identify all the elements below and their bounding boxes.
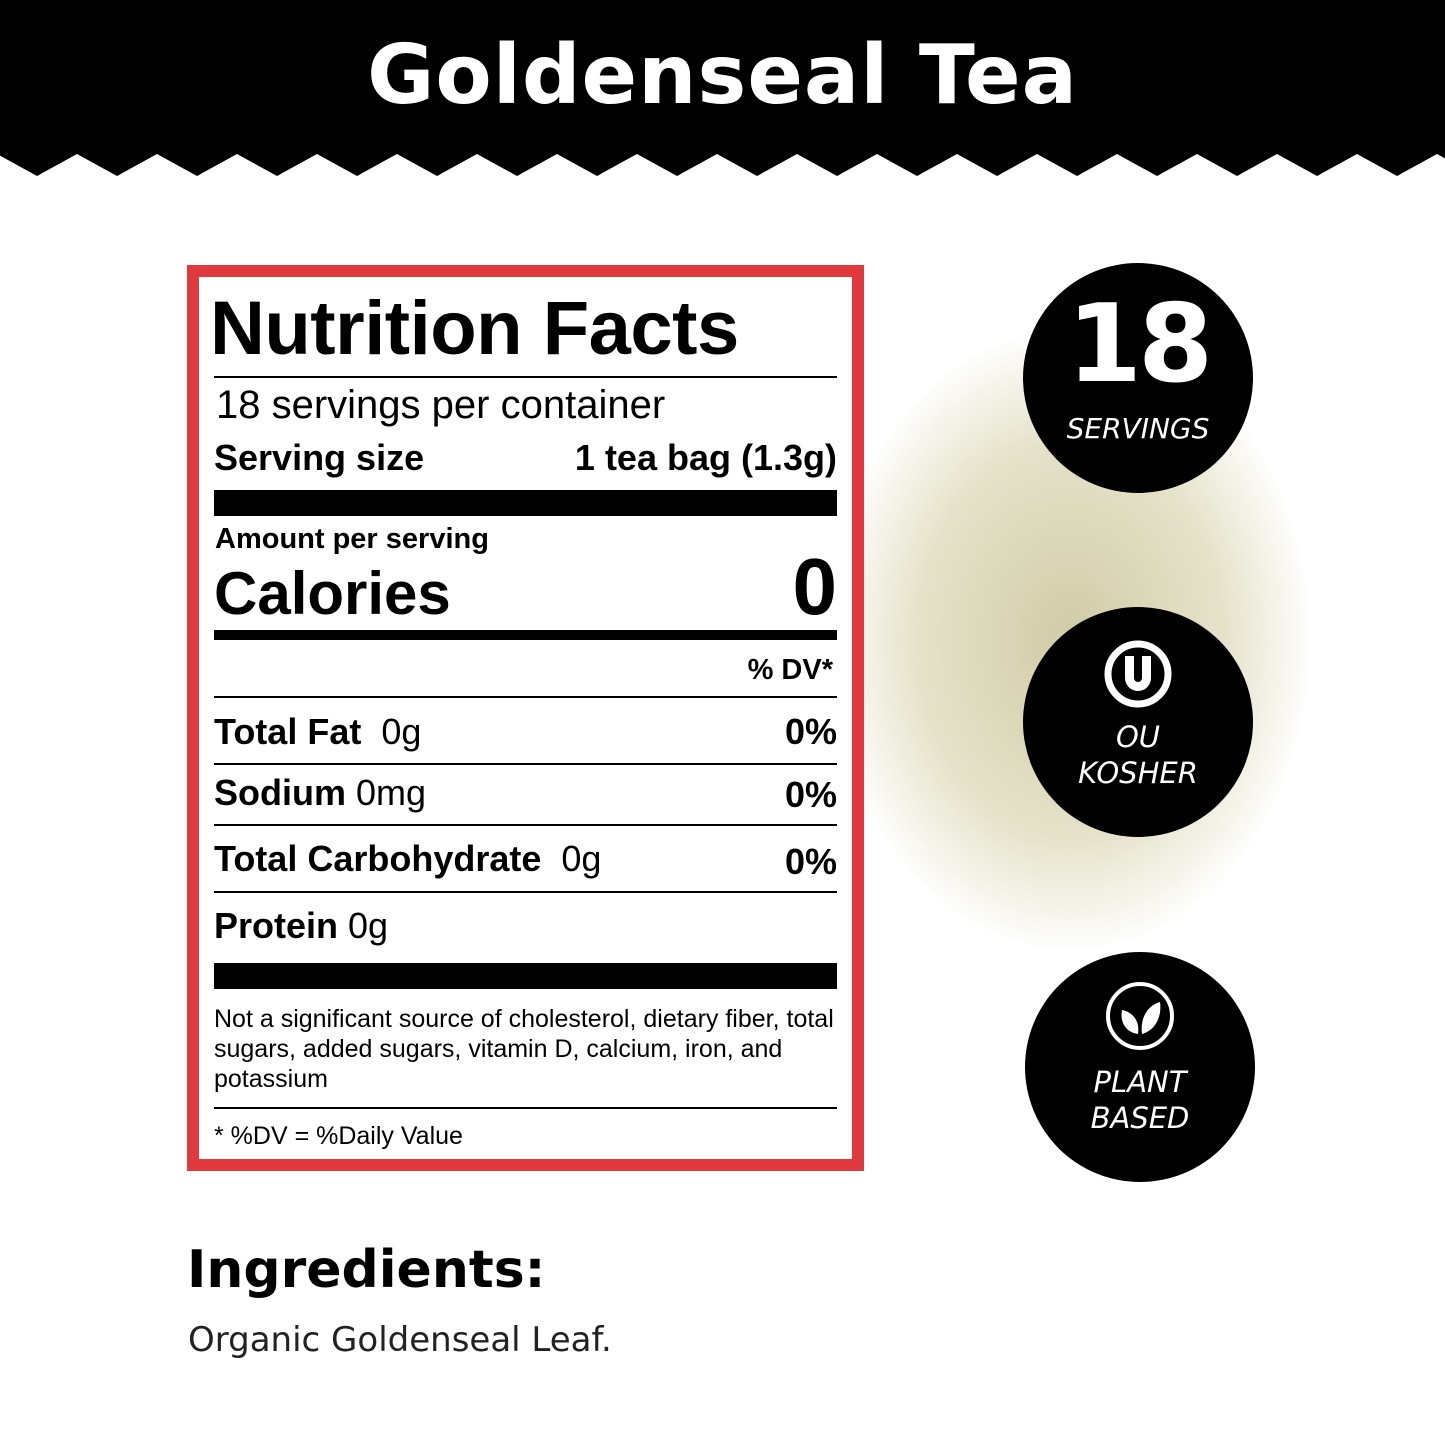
- nutrient-name: Total Carbohydrate: [214, 838, 542, 879]
- nutrient-row-total-carbohydrate: Total Carbohydrate 0g: [214, 838, 601, 880]
- serving-size-label: Serving size: [214, 437, 425, 478]
- divider: [214, 1107, 837, 1109]
- nutrient-dv: 0%: [784, 774, 837, 815]
- serving-size-value: 1 tea bag (1.3g): [574, 437, 837, 478]
- calories-label: Calories: [214, 560, 451, 627]
- nutrient-row-total-fat: Total Fat 0g: [214, 711, 421, 753]
- servings-label: SERVINGS: [1066, 412, 1210, 445]
- ou-kosher-badge: OU KOSHER: [1023, 607, 1253, 837]
- nutrient-name: Protein: [214, 905, 339, 946]
- nutrition-facts-title: Nutrition Facts: [210, 286, 739, 371]
- medium-divider: [214, 630, 837, 640]
- servings-per-container: 18 servings per container: [216, 383, 666, 427]
- thick-divider: [214, 963, 837, 989]
- divider: [214, 891, 837, 893]
- divider: [214, 763, 837, 765]
- nutrient-amount: 0g: [348, 905, 389, 946]
- servings-badge: 18 SERVINGS: [1023, 263, 1253, 493]
- leaf-icon: [1106, 982, 1174, 1050]
- ingredients-text: Organic Goldenseal Leaf.: [188, 1320, 612, 1360]
- nutrient-dv: 0%: [784, 711, 837, 752]
- dv-header: % DV*: [747, 654, 833, 686]
- badge-line-1: OU: [1115, 720, 1161, 754]
- header-banner: Goldenseal Tea: [0, 0, 1445, 180]
- nutrient-row-sodium: Sodium 0mg: [214, 772, 426, 814]
- divider: [214, 376, 837, 378]
- zigzag-banner-shape: [0, 0, 1445, 176]
- nutrient-dv: 0%: [784, 841, 837, 882]
- ou-kosher-icon: [1104, 640, 1172, 708]
- dv-note: * %DV = %Daily Value: [214, 1122, 463, 1150]
- nutrition-facts-label: Nutrition Facts 18 servings per containe…: [187, 265, 864, 1171]
- servings-number: 18: [1066, 282, 1213, 407]
- nutrient-amount: 0g: [561, 838, 602, 879]
- footnote: Not a significant source of cholesterol,…: [214, 1005, 834, 1093]
- amount-per-serving: Amount per serving: [215, 523, 489, 555]
- nutrient-name: Total Fat: [214, 711, 362, 752]
- divider: [214, 696, 837, 698]
- ingredients-heading: Ingredients:: [187, 1240, 546, 1300]
- calories-value: 0: [792, 542, 838, 631]
- plant-based-badge: PLANT BASED: [1025, 952, 1255, 1182]
- page-title: Goldenseal Tea: [367, 28, 1078, 123]
- nutrient-name: Sodium: [214, 772, 346, 813]
- badge-line-2: BASED: [1090, 1101, 1190, 1135]
- thick-divider: [214, 490, 837, 516]
- nutrient-amount: 0mg: [356, 772, 427, 813]
- nutrient-row-protein: Protein 0g: [214, 905, 388, 947]
- badge-line-1: PLANT: [1093, 1065, 1187, 1099]
- badge-line-2: KOSHER: [1078, 756, 1198, 790]
- divider: [214, 824, 837, 826]
- nutrient-amount: 0g: [381, 711, 422, 752]
